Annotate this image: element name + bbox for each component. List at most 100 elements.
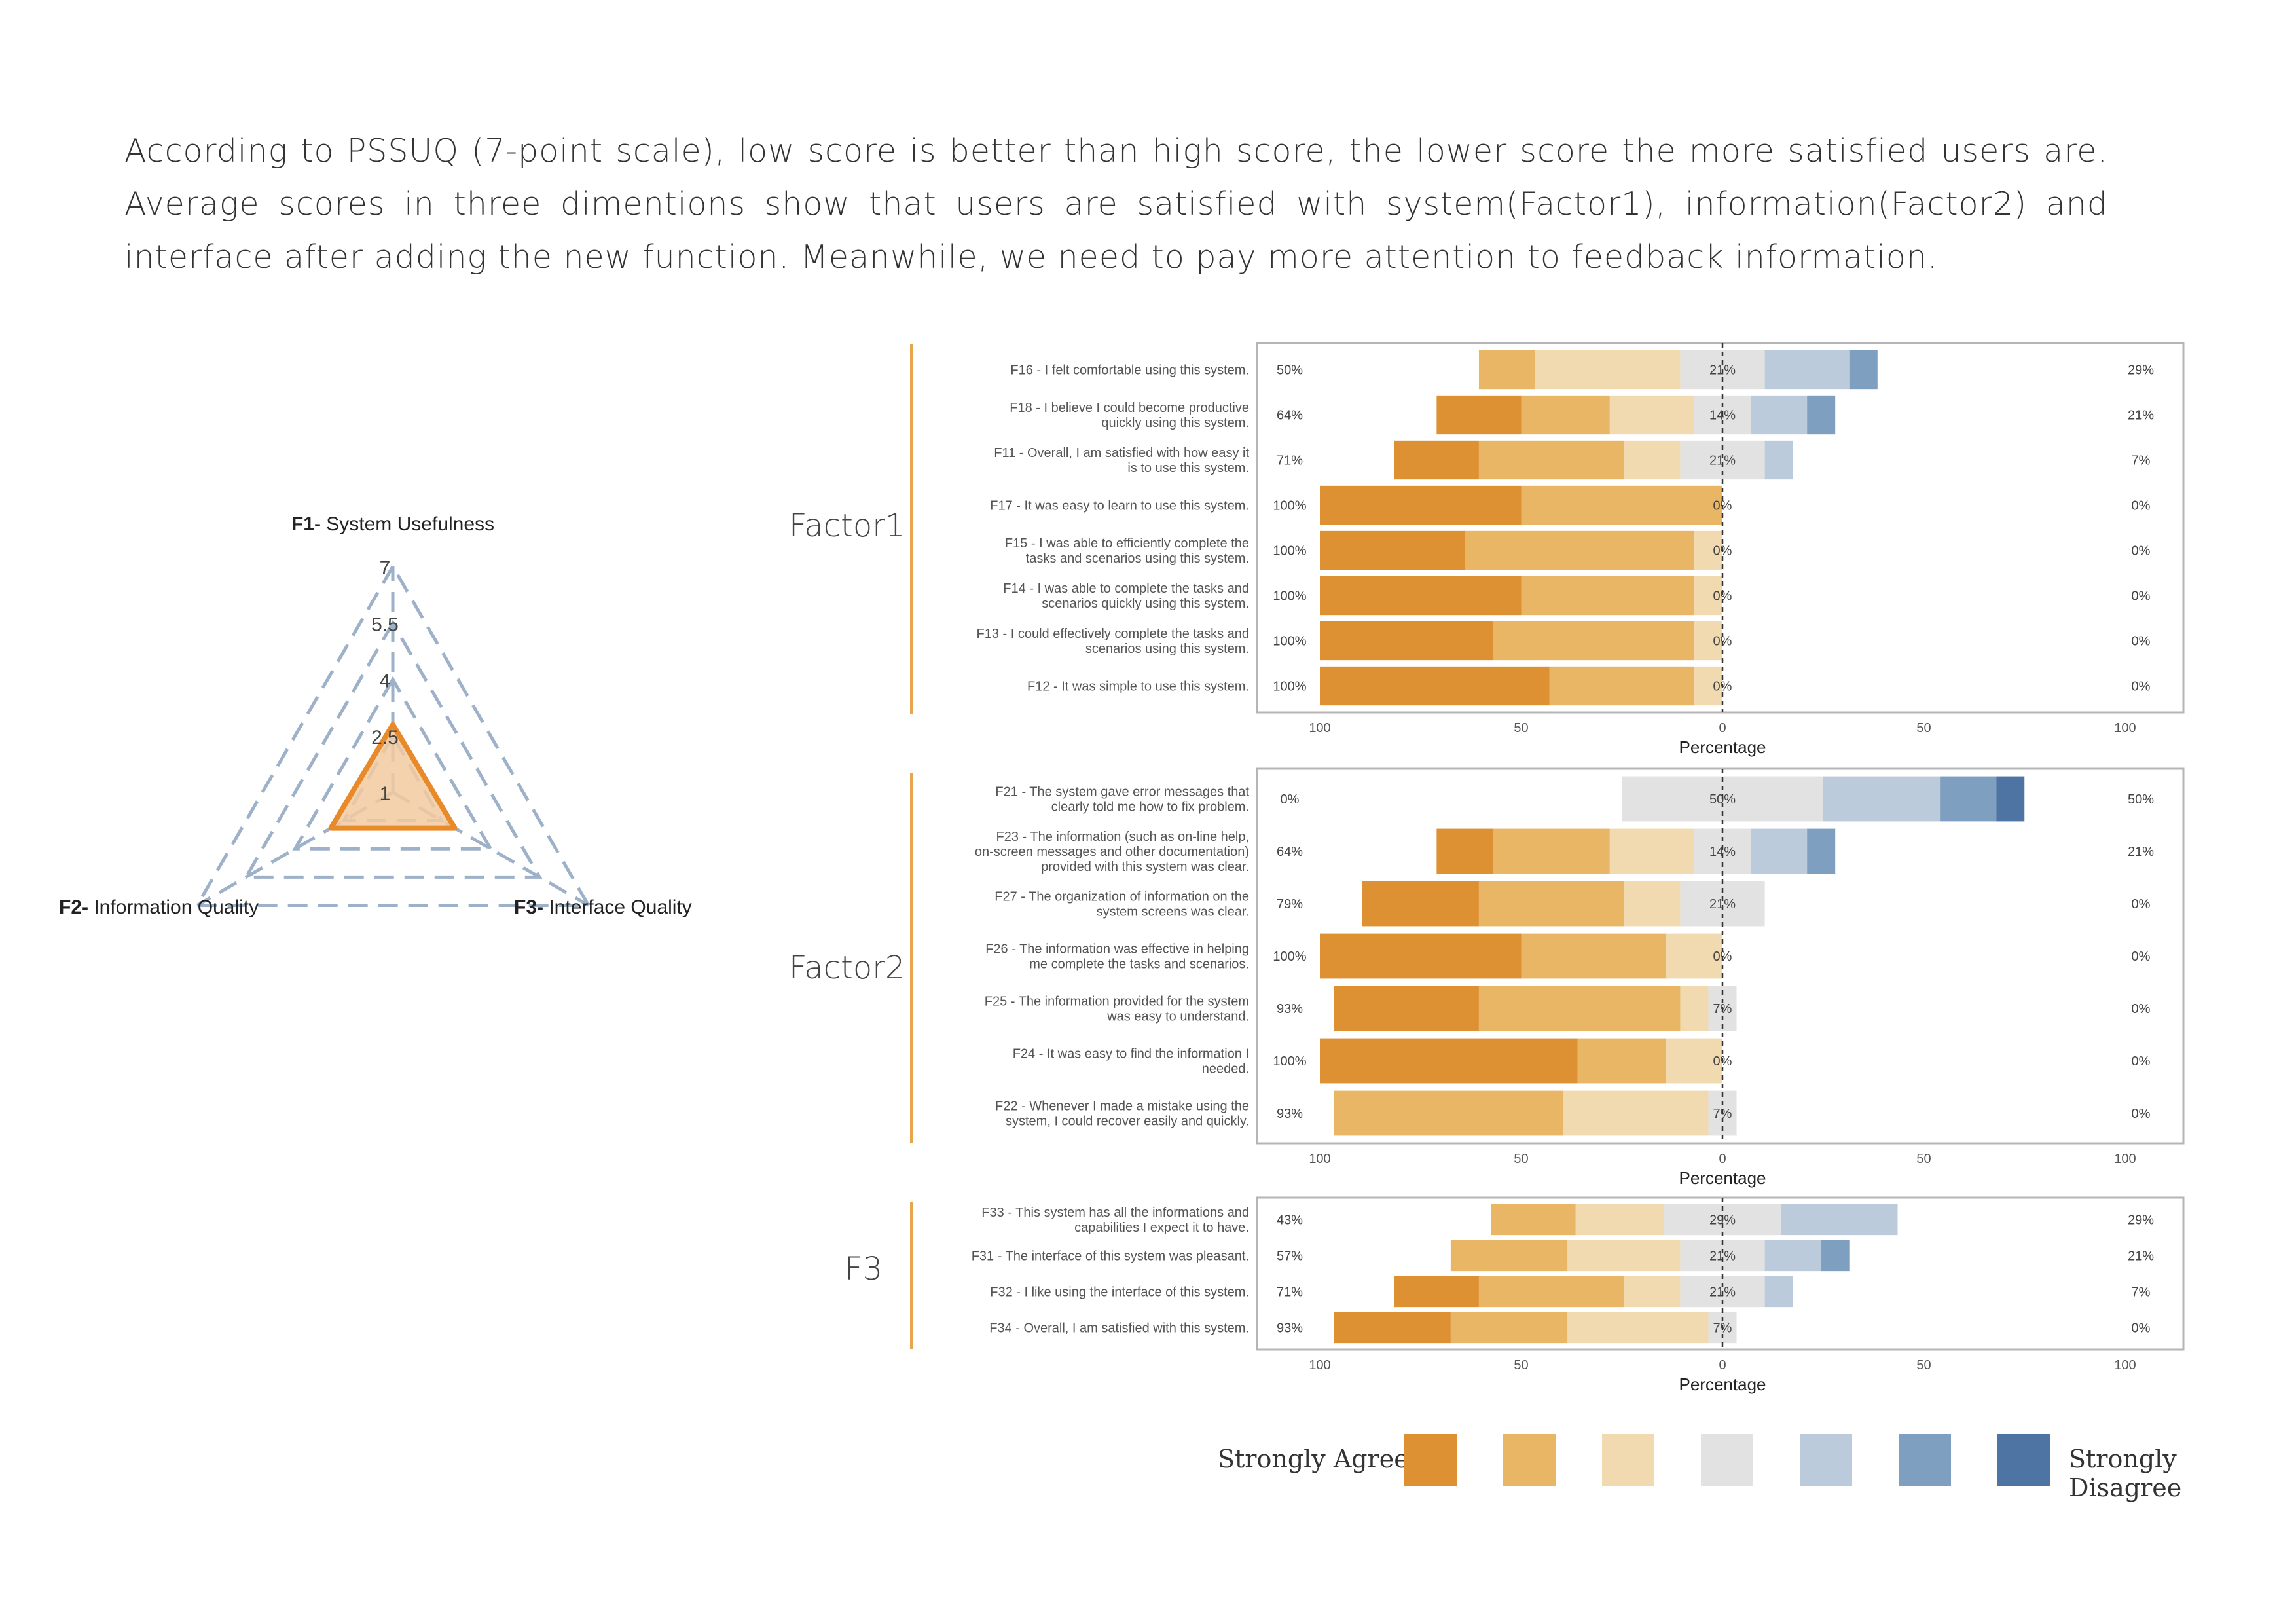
left-percent: 100% — [1273, 499, 1306, 513]
bar-segment — [1577, 1038, 1666, 1084]
bar-segment — [1436, 828, 1493, 874]
bar-segment — [1694, 576, 1722, 616]
item-label: F33 - This system has all the informatio… — [981, 1206, 1249, 1235]
radar-chart: 1 2.5 4 5.5 7 F1- System Usefulness F2- Inform… — [59, 513, 692, 918]
radar-axis-prefix: F3- — [514, 896, 549, 918]
bar-segment — [1320, 1038, 1578, 1084]
center-percent: 21% — [1709, 1249, 1736, 1264]
x-tick-label: 100 — [2114, 1152, 2136, 1166]
left-percent: 100% — [1273, 635, 1306, 649]
item-label: F31 - The interface of this system was p… — [972, 1249, 1249, 1264]
right-percent: 0% — [2132, 680, 2151, 694]
right-percent: 7% — [2132, 1285, 2151, 1300]
bar-segment — [1320, 530, 1465, 570]
x-tick-label: 50 — [1514, 1152, 1528, 1166]
item-label-line: clearly told me how to fix problem. — [1051, 800, 1249, 815]
left-percent: 79% — [1277, 897, 1303, 912]
item-label-line: F13 - I could effectively complete the t… — [976, 627, 1249, 641]
radar-axis-prefix: F1- — [291, 513, 326, 535]
bar-segment — [1666, 933, 1722, 979]
right-percent: 0% — [2132, 950, 2151, 964]
item-label: F15 - I was able to efficiently complete… — [1005, 536, 1249, 566]
bar-segment — [1764, 1240, 1821, 1272]
bar-segment — [1465, 530, 1694, 570]
legend-swatch — [1800, 1434, 1852, 1486]
x-axis-title: Percentage — [1679, 1168, 1766, 1188]
x-tick-label: 100 — [2114, 1358, 2136, 1373]
right-percent: 0% — [2132, 499, 2151, 513]
item-label-line: F15 - I was able to efficiently complete… — [1005, 536, 1249, 551]
radar-tick-label: 2.5 — [371, 727, 399, 748]
item-label-line: F11 - Overall, I am satisfied with how e… — [994, 446, 1249, 460]
x-tick-label: 100 — [2114, 721, 2136, 735]
bar-segment — [1694, 666, 1722, 706]
bar-segment — [1493, 621, 1694, 661]
bar-segment — [1823, 776, 1941, 822]
item-label: F24 - It was easy to find the informatio… — [1013, 1047, 1249, 1077]
item-label: F25 - The information provided for the s… — [985, 995, 1249, 1024]
bar-segment — [1680, 986, 1709, 1031]
item-label-line: needed. — [1202, 1062, 1249, 1077]
bar-segment — [1764, 1276, 1793, 1308]
bar-segment — [1334, 1312, 1451, 1344]
radar-axis-label: F2- Information Quality — [59, 896, 259, 918]
item-label: F23 - The information (such as on-line h… — [975, 830, 1249, 874]
radar-axis-name: System Usefulness — [326, 513, 494, 535]
bar-segment — [1521, 395, 1610, 435]
bar-segment — [1394, 1276, 1479, 1308]
bar-segment — [1535, 350, 1681, 390]
item-label-line: tasks and scenarios using this system. — [1026, 551, 1249, 566]
x-tick-label: 50 — [1514, 721, 1528, 735]
item-label: F34 - Overall, I am satisfied with this … — [989, 1321, 1249, 1336]
right-percent: 0% — [2132, 589, 2151, 604]
item-label-line: F24 - It was easy to find the informatio… — [1013, 1047, 1249, 1061]
bar-segment — [1821, 1240, 1850, 1272]
bar-segment — [1781, 1204, 1898, 1236]
item-label-line: F14 - I was able to complete the tasks a… — [1003, 581, 1249, 596]
bar-segment — [1764, 350, 1850, 390]
bar-segment — [1521, 576, 1694, 616]
bar-segment — [1320, 576, 1522, 616]
factor2-likert-chart: 0% 50% 50% F21 - The system gave error mess… — [975, 767, 2185, 1188]
item-label-line: F18 - I believe I could become productiv… — [1010, 401, 1249, 415]
legend-swatch — [1701, 1434, 1753, 1486]
bar-segment — [1320, 933, 1522, 979]
item-label-line: capabilities I expect it to have. — [1074, 1221, 1249, 1235]
item-label-line: F33 - This system has all the informatio… — [981, 1206, 1249, 1220]
factor1-rule — [910, 344, 913, 714]
bar-segment — [1334, 986, 1479, 1031]
x-tick-label: 0 — [1719, 1358, 1726, 1373]
bar-segment — [1478, 350, 1536, 390]
factor2-label: Factor2 — [789, 950, 905, 986]
bar-segment — [1567, 1240, 1681, 1272]
bar-segment — [1996, 776, 2025, 822]
right-percent: 21% — [2128, 409, 2154, 423]
bar-segment — [1563, 1090, 1709, 1136]
bar-segment — [1362, 881, 1479, 927]
factor3-rule — [910, 1202, 913, 1349]
item-label: F13 - I could effectively complete the t… — [976, 627, 1249, 656]
left-percent: 93% — [1277, 1002, 1303, 1016]
radar-grid-ring — [243, 619, 543, 879]
item-label-line: F16 - I felt comfortable using this syst… — [1010, 363, 1249, 378]
bar-segment — [1807, 395, 1836, 435]
x-tick-label: 100 — [1309, 1358, 1330, 1373]
bar-segment — [1609, 395, 1694, 435]
radar-axis-name: Information Quality — [94, 896, 259, 918]
left-percent: 43% — [1277, 1213, 1303, 1228]
item-label-line: F31 - The interface of this system was p… — [972, 1249, 1249, 1264]
center-percent: 21% — [1709, 897, 1736, 912]
left-percent: 100% — [1273, 544, 1306, 559]
bar-segment — [1334, 1090, 1564, 1136]
bar-segment — [1450, 1312, 1568, 1344]
bar-segment — [1624, 440, 1681, 480]
bar-segment — [1694, 621, 1722, 661]
bar-segment — [1436, 395, 1522, 435]
right-percent: 0% — [2132, 1107, 2151, 1121]
bar-segment — [1478, 1276, 1624, 1308]
bar-segment — [1491, 1204, 1576, 1236]
bar-segment — [1478, 440, 1624, 480]
left-percent: 50% — [1277, 363, 1303, 378]
x-axis-title: Percentage — [1679, 737, 1766, 757]
factor3-label: F3 — [845, 1251, 883, 1287]
